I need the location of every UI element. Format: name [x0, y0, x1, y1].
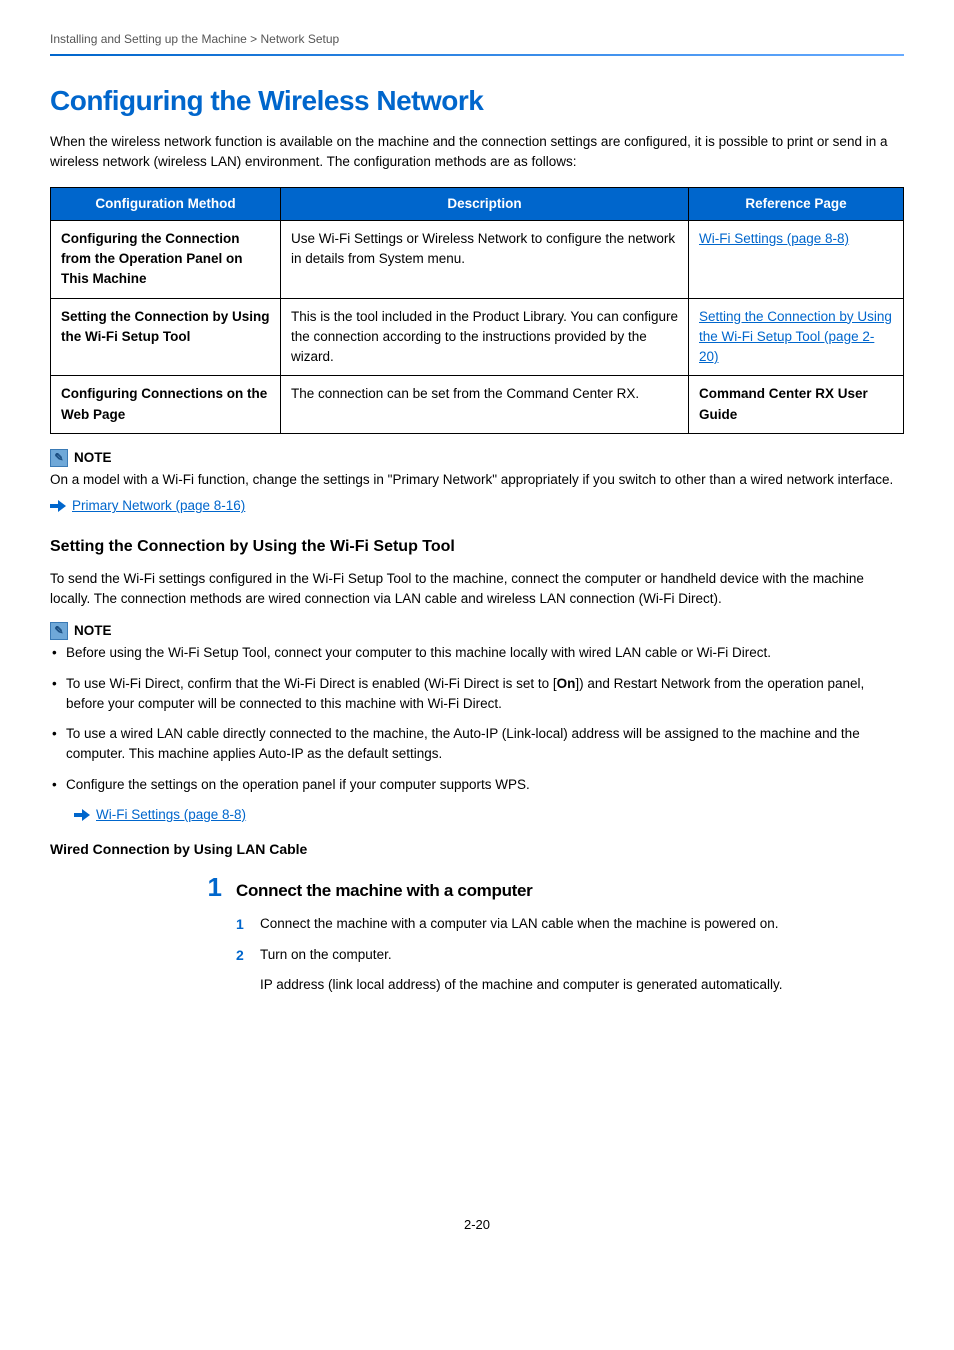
bullet-text: Before using the Wi-Fi Setup Tool, conne…: [66, 645, 771, 660]
section-subhead: Setting the Connection by Using the Wi-F…: [50, 535, 904, 559]
cell-desc: This is the tool included in the Product…: [281, 298, 689, 376]
note-block-2: ✎ NOTE Before using the Wi-Fi Setup Tool…: [50, 621, 904, 825]
list-item: To use Wi-Fi Direct, confirm that the Wi…: [50, 674, 904, 715]
step-number: 1: [200, 874, 222, 900]
bullet-text: Configure the settings on the operation …: [66, 777, 530, 792]
note-block-1: ✎ NOTE On a model with a Wi-Fi function,…: [50, 448, 904, 517]
note-text: On a model with a Wi-Fi function, change…: [50, 470, 904, 490]
wifi-settings-link[interactable]: Wi-Fi Settings (page 8-8): [96, 805, 246, 825]
note-label: NOTE: [74, 621, 112, 641]
list-item: To use a wired LAN cable directly connec…: [50, 724, 904, 765]
cell-ref: Setting the Connection by Using the Wi-F…: [689, 298, 904, 376]
ref-plain: Command Center RX User Guide: [699, 386, 868, 421]
cell-method: Setting the Connection by Using the Wi-F…: [51, 298, 281, 376]
config-methods-table: Configuration Method Description Referen…: [50, 187, 904, 434]
cell-ref: Command Center RX User Guide: [689, 376, 904, 434]
note-label: NOTE: [74, 448, 112, 468]
bullet-bold: On: [557, 676, 576, 691]
header-rule: [50, 54, 904, 56]
section-paragraph: To send the Wi-Fi settings configured in…: [50, 569, 904, 610]
cell-ref: Wi-Fi Settings (page 8-8): [689, 220, 904, 298]
list-item: Configure the settings on the operation …: [50, 775, 904, 795]
th-reference: Reference Page: [689, 187, 904, 220]
note-link-row: Primary Network (page 8-16): [50, 496, 904, 516]
table-row: Configuring the Connection from the Oper…: [51, 220, 904, 298]
cell-method: Configuring the Connection from the Oper…: [51, 220, 281, 298]
primary-network-link[interactable]: Primary Network (page 8-16): [72, 496, 245, 516]
th-method: Configuration Method: [51, 187, 281, 220]
substep-followup: IP address (link local address) of the m…: [260, 975, 904, 995]
substep: 2 Turn on the computer. IP address (link…: [236, 945, 904, 996]
arrow-icon: [50, 500, 66, 512]
substep-number: 2: [236, 945, 250, 966]
table-row: Setting the Connection by Using the Wi-F…: [51, 298, 904, 376]
bullet-text: To use a wired LAN cable directly connec…: [66, 726, 860, 761]
page-number: 2-20: [50, 1215, 904, 1235]
intro-text: When the wireless network function is av…: [50, 132, 904, 173]
note-header: ✎ NOTE: [50, 448, 904, 468]
ref-link[interactable]: Setting the Connection by Using the Wi-F…: [699, 309, 892, 365]
substeps: 1 Connect the machine with a computer vi…: [236, 914, 904, 996]
step-heading: Connect the machine with a computer: [236, 874, 533, 904]
note-icon: ✎: [50, 449, 68, 467]
table-row: Configuring Connections on the Web Page …: [51, 376, 904, 434]
substep: 1 Connect the machine with a computer vi…: [236, 914, 904, 935]
substep-text: Turn on the computer. IP address (link l…: [260, 945, 904, 996]
bullet-text: To use Wi-Fi Direct, confirm that the Wi…: [66, 676, 557, 691]
ref-link[interactable]: Wi-Fi Settings (page 8-8): [699, 231, 849, 246]
page-title: Configuring the Wireless Network: [50, 80, 904, 122]
th-description: Description: [281, 187, 689, 220]
substep-text: Connect the machine with a computer via …: [260, 914, 904, 934]
cell-method: Configuring Connections on the Web Page: [51, 376, 281, 434]
arrow-icon: [74, 809, 90, 821]
note-bullet-list: Before using the Wi-Fi Setup Tool, conne…: [50, 643, 904, 795]
note-header: ✎ NOTE: [50, 621, 904, 641]
note-link-row: Wi-Fi Settings (page 8-8): [74, 805, 904, 825]
substep-main: Turn on the computer.: [260, 945, 904, 965]
wired-connection-head: Wired Connection by Using LAN Cable: [50, 839, 904, 860]
cell-desc: Use Wi-Fi Settings or Wireless Network t…: [281, 220, 689, 298]
substep-number: 1: [236, 914, 250, 935]
cell-desc: The connection can be set from the Comma…: [281, 376, 689, 434]
breadcrumb: Installing and Setting up the Machine > …: [50, 30, 904, 54]
list-item: Before using the Wi-Fi Setup Tool, conne…: [50, 643, 904, 663]
page-container: Installing and Setting up the Machine > …: [0, 0, 954, 1275]
step-row: 1 Connect the machine with a computer: [200, 874, 904, 904]
note-icon: ✎: [50, 622, 68, 640]
